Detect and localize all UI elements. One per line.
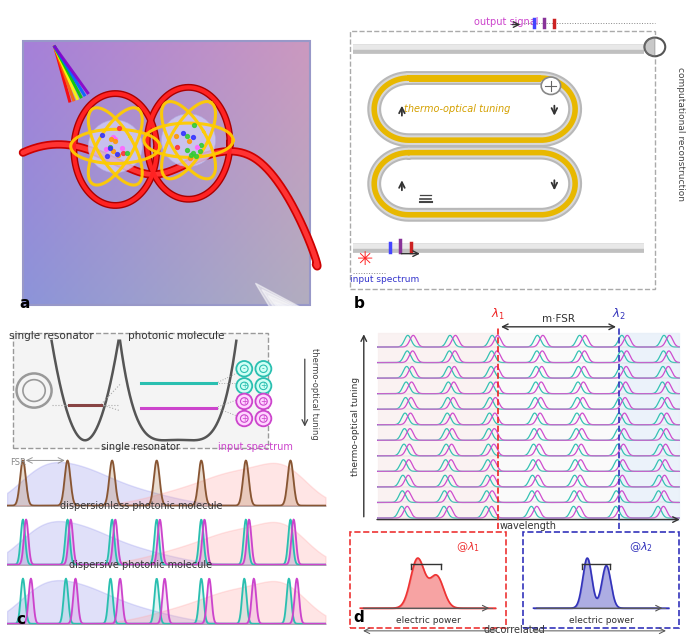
Text: FSR: FSR: [10, 458, 26, 467]
Text: thermo-optical tuning: thermo-optical tuning: [351, 377, 360, 476]
Text: a: a: [20, 296, 30, 311]
Circle shape: [237, 361, 252, 376]
Text: +: +: [260, 414, 267, 423]
Text: thermo-optical tuning: thermo-optical tuning: [404, 104, 510, 114]
Text: input spectrum: input spectrum: [218, 442, 293, 452]
Text: m·FSR: m·FSR: [542, 314, 575, 324]
Text: single resonator: single resonator: [102, 442, 180, 452]
Circle shape: [237, 378, 252, 394]
Text: -: -: [243, 364, 246, 373]
Circle shape: [88, 120, 142, 173]
Circle shape: [237, 411, 252, 426]
Polygon shape: [268, 296, 326, 320]
Text: +: +: [260, 397, 267, 406]
Text: photonic molecule: photonic molecule: [127, 331, 224, 342]
Text: wavelength: wavelength: [500, 521, 557, 531]
Text: $@\lambda_2$: $@\lambda_2$: [629, 540, 653, 554]
Text: $@\lambda_1$: $@\lambda_1$: [456, 540, 480, 554]
Text: computational reconstruction: computational reconstruction: [676, 67, 685, 201]
Text: +: +: [241, 397, 248, 406]
Text: $\lambda_1$: $\lambda_1$: [491, 307, 505, 322]
Text: +: +: [260, 381, 267, 390]
Text: input spectrum: input spectrum: [350, 276, 419, 285]
Text: thermo-optical tuning: thermo-optical tuning: [310, 348, 319, 440]
Text: b: b: [354, 296, 364, 311]
Circle shape: [256, 378, 272, 394]
Text: decorrelated: decorrelated: [484, 625, 545, 635]
Circle shape: [541, 77, 561, 94]
Bar: [13, 333, 268, 448]
Polygon shape: [645, 38, 655, 56]
Text: +: +: [241, 414, 248, 423]
Circle shape: [256, 394, 272, 409]
Text: -: -: [262, 364, 265, 373]
Circle shape: [237, 394, 252, 409]
Text: c: c: [17, 612, 26, 627]
Text: d: d: [354, 610, 364, 625]
Circle shape: [162, 113, 216, 167]
Polygon shape: [281, 308, 326, 320]
Polygon shape: [274, 302, 326, 320]
Bar: [350, 532, 506, 628]
Bar: [523, 532, 679, 628]
Text: electric power: electric power: [395, 616, 461, 625]
Text: single resonator: single resonator: [9, 331, 94, 342]
Circle shape: [256, 411, 272, 426]
Text: dispersionless photonic molecule: dispersionless photonic molecule: [60, 501, 222, 512]
Text: electric power: electric power: [569, 616, 634, 625]
Text: $\lambda_2$: $\lambda_2$: [612, 307, 626, 322]
Polygon shape: [256, 283, 326, 320]
Text: +: +: [241, 381, 248, 390]
Text: dispersive photonic molecule: dispersive photonic molecule: [69, 560, 212, 570]
Polygon shape: [262, 290, 326, 320]
Circle shape: [256, 361, 272, 376]
Bar: [350, 31, 655, 290]
Text: ✳: ✳: [357, 251, 374, 269]
Circle shape: [645, 38, 665, 56]
Text: output signal: output signal: [474, 17, 538, 28]
